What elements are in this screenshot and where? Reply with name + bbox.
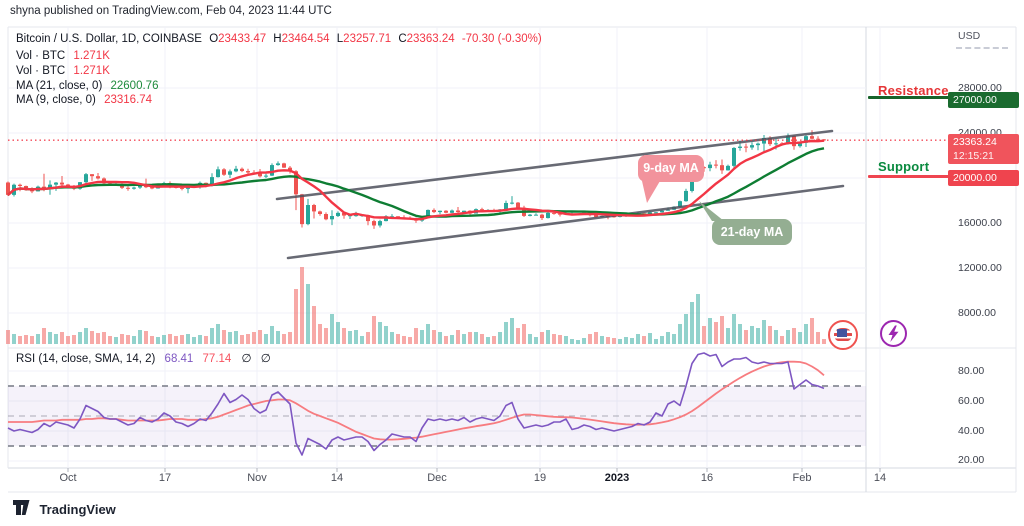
price-scale-label[interactable]: 12000.00 [958, 262, 1002, 274]
time-scale-label[interactable]: 2023 [604, 472, 630, 484]
published-header: shyna published on TradingView.com, Feb … [10, 5, 332, 17]
volume-legend-row-2[interactable]: Vol · BTC 1.271K [16, 65, 110, 77]
price-scale-label[interactable]: 8000.00 [958, 307, 996, 319]
time-scale-label[interactable]: Oct [59, 472, 77, 484]
hidden-label-dashes [956, 44, 1008, 49]
support-price-badge: 20000.00 [948, 170, 1019, 186]
rsi-legend-row[interactable]: RSI (14, close, SMA, 14, 2) 68.41 77.14 … [16, 351, 274, 365]
price-scale-label[interactable]: 20.00 [958, 454, 985, 466]
ma21-value: 22600.76 [110, 80, 159, 92]
ohlc-key: L [333, 33, 344, 45]
time-scale-label[interactable]: Feb [792, 472, 812, 484]
last-price-badge: 23363.24 12:15:21 [948, 134, 1019, 164]
ohlc-value: 23363.24 [406, 33, 455, 45]
time-scale-label[interactable]: 16 [700, 472, 714, 484]
vol-label: Vol · BTC [16, 65, 66, 77]
ma21-label: MA (21, close, 0) [16, 80, 103, 92]
price-scale-label[interactable]: 80.00 [958, 365, 985, 377]
currency-label[interactable]: USD [958, 30, 981, 42]
ohlc-value: 23257.71 [343, 33, 392, 45]
time-scale-label[interactable]: 14 [330, 472, 344, 484]
us-flag-canton [837, 329, 847, 337]
vol-value: 1.271K [73, 50, 110, 62]
ohlc-key: O [209, 33, 219, 45]
ma21-callout-bubble[interactable]: 21-day MA [712, 219, 792, 245]
resistance-label[interactable]: Resistance [878, 83, 949, 98]
time-scale-label[interactable]: 14 [873, 472, 887, 484]
rsi-sma-value: 77.14 [202, 353, 232, 365]
resistance-line[interactable] [868, 96, 952, 99]
ma21-legend-row[interactable]: MA (21, close, 0) 22600.76 [16, 80, 158, 92]
price-scale-label[interactable]: 60.00 [958, 395, 985, 407]
ohlc-values: O23433.47 H23464.54 L23257.71 C23363.24 [205, 33, 454, 45]
rsi-extra-flags: ∅ ∅ [241, 353, 274, 365]
lightning-bolt-glyph [888, 325, 899, 342]
us-flag-stripes [834, 328, 852, 342]
time-scale-label[interactable]: Dec [427, 472, 447, 484]
symbol-legend-row[interactable]: Bitcoin / U.S. Dollar, 1D, COINBASE O234… [16, 33, 542, 45]
resistance-price-badge: 27000.00 [948, 92, 1019, 108]
time-scale-label[interactable]: 19 [533, 472, 547, 484]
support-label[interactable]: Support [878, 159, 930, 174]
tradingview-logo-text: TradingView [39, 502, 116, 517]
support-line[interactable] [868, 175, 952, 178]
lightning-icon[interactable] [880, 320, 907, 347]
ma9-legend-row[interactable]: MA (9, close, 0) 23316.74 [16, 94, 152, 106]
vol-value: 1.271K [73, 65, 110, 77]
last-price-value: 23363.24 [953, 136, 997, 148]
rsi-label: RSI (14, close, SMA, 14, 2) [16, 353, 156, 365]
symbol-title: Bitcoin / U.S. Dollar, 1D, COINBASE [16, 33, 202, 45]
bar-countdown: 12:15:21 [953, 150, 994, 162]
vol-label: Vol · BTC [16, 50, 66, 62]
tradingview-logo[interactable]: TradingView [13, 500, 116, 519]
ma9-label: MA (9, close, 0) [16, 94, 96, 106]
tradingview-logo-icon [13, 500, 30, 515]
ma9-callout-bubble[interactable]: 9-day MA [638, 155, 704, 182]
time-scale-label[interactable]: Nov [247, 472, 267, 484]
price-scale-label[interactable]: 16000.00 [958, 217, 1002, 229]
ohlc-value: 23433.47 [218, 33, 267, 45]
price-scale-label[interactable]: 28000.00 [958, 82, 1002, 94]
rsi-value: 68.41 [164, 353, 194, 365]
ma9-value: 23316.74 [104, 94, 153, 106]
ohlc-value: 23464.54 [281, 33, 330, 45]
change-value: -70.30 (-0.30%) [461, 33, 542, 45]
us-flag-icon[interactable] [828, 320, 858, 350]
ohlc-key: C [395, 33, 407, 45]
price-scale-label[interactable]: 40.00 [958, 425, 985, 437]
volume-legend-row-1[interactable]: Vol · BTC 1.271K [16, 50, 110, 62]
time-scale-label[interactable]: 17 [158, 472, 172, 484]
ohlc-key: H [270, 33, 282, 45]
